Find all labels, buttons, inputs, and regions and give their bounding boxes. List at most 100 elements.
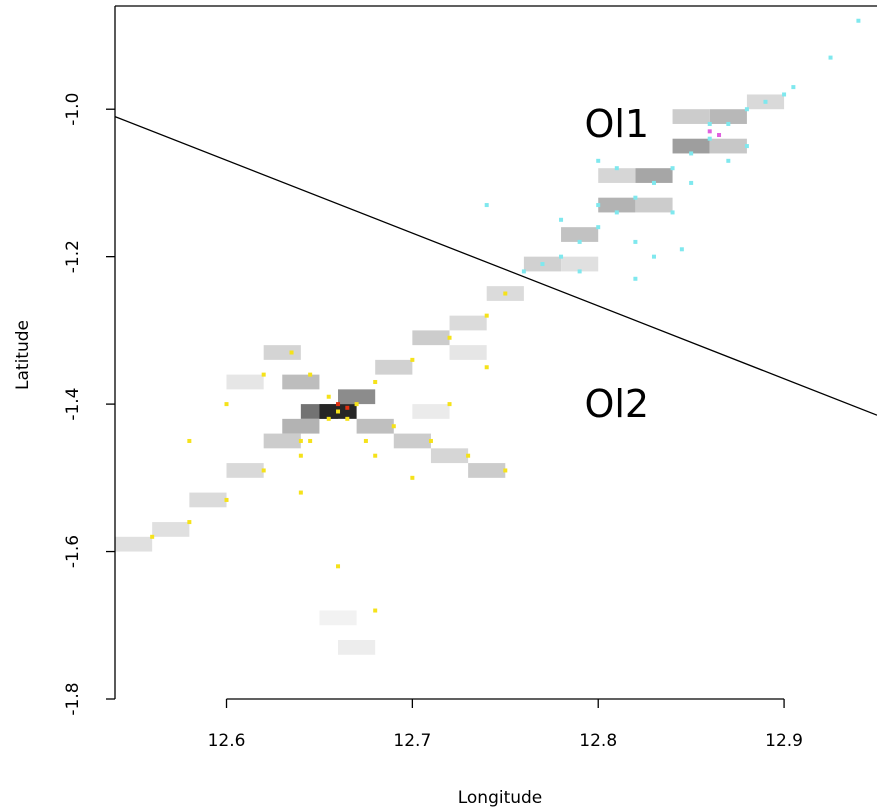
series-0-point-5 [614,210,619,215]
density-cell-11 [561,256,599,272]
boundary-line-layer [114,115,877,416]
density-cell-25 [263,433,301,449]
series-1-point-12 [308,372,313,377]
density-cell-7 [635,197,673,213]
series-0-point-21 [577,269,582,274]
series-0-point-19 [670,210,675,215]
series-1-point-29 [336,564,341,569]
series-0-point-29 [679,247,684,252]
series-1-point-13 [326,394,331,399]
density-cell-21 [356,418,394,434]
series-0-point-20 [689,180,694,185]
series-0-point-25 [614,166,619,171]
series-0-point-3 [577,239,582,244]
series-1-point-26 [261,372,266,377]
series-0-point-24 [744,144,749,149]
series-1-point-4 [298,438,303,443]
boundary-line [114,115,877,416]
series-1-point-30 [373,608,378,613]
x-tick-label-2: 12.8 [579,731,617,751]
density-cell-3 [598,197,636,213]
series-0-point-2 [559,254,564,259]
series-1-point-15 [363,438,368,443]
series-1-point-19 [326,416,331,421]
series-3-point-1 [717,133,722,138]
series-0-point-10 [707,136,712,141]
density-cell-13 [449,315,487,331]
density-cell-9 [709,138,747,154]
series-3-point-0 [707,129,712,134]
density-cell-19 [282,374,320,390]
density-cell-32 [319,610,357,626]
series-0-point-1 [540,262,545,267]
x-axis: 12.6 12.7 12.8 12.9 [208,698,803,751]
density-cell-29 [263,345,301,360]
y-tick-label-0: -1.8 [63,682,83,715]
y-axis: -1.8 -1.6 -1.4 -1.2 -1.0 [63,93,115,716]
density-cell-8 [598,168,636,183]
density-cell-2 [635,168,673,183]
series-0-point-7 [651,180,656,185]
series-1-point-22 [428,438,433,443]
density-cell-23 [430,448,469,464]
series-0-point-6 [633,195,638,200]
series-1-point-31 [447,402,452,407]
y-tick-label-1: -1.6 [63,535,83,568]
series-1-point-3 [261,468,266,473]
series-1-point-0 [150,534,155,539]
series-1-point-14 [345,416,350,421]
density-cell-15 [375,359,413,375]
series-1-point-25 [224,402,229,407]
series-0-point-15 [791,85,796,90]
y-tick-label-4: -1.0 [63,93,83,126]
series-1-point-28 [298,490,303,495]
series-1-point-9 [484,313,489,318]
density-cell-28 [152,522,190,537]
series-0-point-22 [651,254,656,259]
y-tick-label-2: -1.4 [63,388,83,421]
series-1-point-8 [447,335,452,340]
series-0-point-17 [596,203,601,208]
series-0-point-13 [763,99,768,104]
x-axis-title: Longitude [458,788,543,807]
series-0-point-23 [726,158,731,163]
density-cell-16 [338,389,376,405]
region-label-0: Ol1 [584,102,649,146]
series-0-point-28 [596,158,601,163]
series-1-point-20 [354,402,359,407]
density-cell-31 [338,640,376,655]
density-cell-35 [115,536,153,552]
series-0-point-26 [707,121,712,126]
density-cell-30 [226,374,264,390]
series-2-point-1 [345,405,350,410]
density-cell-24 [468,463,506,478]
series-1-point-27 [410,475,415,480]
density-cell-0 [709,109,747,124]
series-1-point-6 [373,379,378,384]
density-cell-4 [561,227,599,242]
series-1-point-10 [503,291,508,296]
region-label-1: Ol2 [584,382,649,426]
series-0-point-14 [782,92,787,97]
series-0-point-12 [744,107,749,112]
series-0-point-32 [828,55,833,60]
series-0-point-30 [633,276,638,281]
density-cell-14 [412,330,450,346]
series-0-point-11 [726,121,731,126]
series-0-point-4 [596,225,601,230]
series-0-point-31 [856,18,861,23]
series-1-point-18 [308,438,313,443]
density-cell-1 [672,138,710,154]
series-0-point-16 [559,217,564,222]
series-1-point-17 [298,453,303,458]
density-cell-22 [393,433,431,449]
series-1-point-7 [410,357,415,362]
series-1-point-33 [187,438,192,443]
series-1-point-32 [484,365,489,370]
density-cell-6 [672,109,710,124]
density-cell-27 [189,492,227,508]
series-1-point-1 [187,520,192,525]
series-1-point-23 [466,453,471,458]
series-1-point-24 [503,468,508,473]
